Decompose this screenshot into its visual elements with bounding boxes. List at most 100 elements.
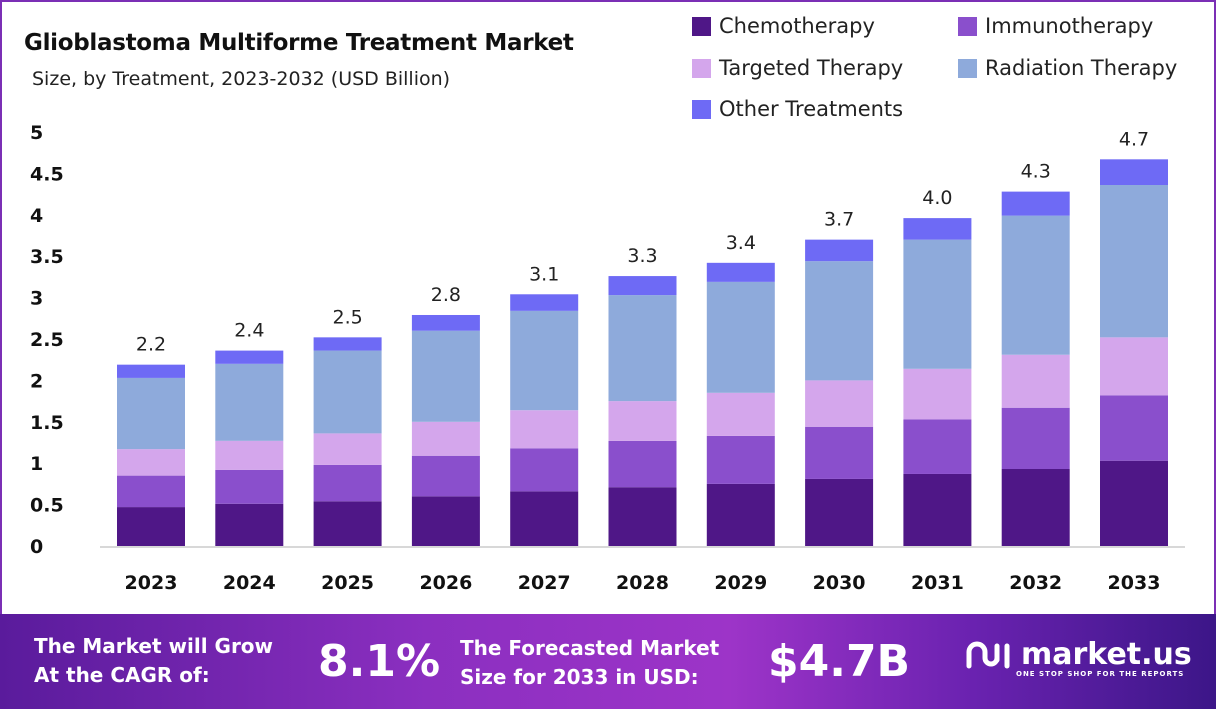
bar-segment-radiation-therapy bbox=[903, 239, 972, 369]
forecast-label-line2: Size for 2033 in USD: bbox=[460, 665, 699, 689]
cagr-label-line2: At the CAGR of: bbox=[34, 663, 210, 687]
bar-segment-targeted-therapy bbox=[608, 401, 677, 441]
bar-segment-other-treatments bbox=[1001, 191, 1070, 216]
legend-label: Chemotherapy bbox=[719, 14, 875, 38]
bar-segment-radiation-therapy bbox=[1001, 215, 1070, 355]
legend-item: Immunotherapy bbox=[958, 14, 1153, 38]
bar-segment-radiation-therapy bbox=[608, 295, 677, 402]
total-data-label: 2.2 bbox=[136, 334, 166, 356]
bar-segment-other-treatments bbox=[117, 364, 185, 378]
brand-name: market.us bbox=[1021, 637, 1192, 672]
bar-segment-chemotherapy bbox=[903, 473, 972, 546]
total-data-label: 4.7 bbox=[1119, 128, 1149, 150]
bar-segment-radiation-therapy bbox=[313, 350, 382, 434]
legend-item: Other Treatments bbox=[692, 97, 903, 121]
legend-label: Other Treatments bbox=[719, 97, 904, 121]
bar-segment-radiation-therapy bbox=[805, 261, 874, 381]
bar-segment-other-treatments bbox=[706, 262, 775, 282]
bar-segment-immunotherapy bbox=[313, 464, 382, 502]
bar-segment-other-treatments bbox=[510, 294, 579, 311]
bar-segment-immunotherapy bbox=[805, 426, 874, 479]
forecast-label: The Forecasted Market Size for 2033 in U… bbox=[460, 634, 719, 692]
x-tick-label: 2027 bbox=[518, 572, 571, 594]
bar-segment-radiation-therapy bbox=[117, 377, 185, 450]
bar-segment-immunotherapy bbox=[1100, 395, 1168, 461]
y-tick-label: 2.5 bbox=[30, 329, 64, 351]
x-tick-label: 2033 bbox=[1108, 572, 1161, 594]
bar-segment-targeted-therapy bbox=[313, 433, 382, 465]
bar-segment-immunotherapy bbox=[903, 419, 972, 474]
bar-segment-chemotherapy bbox=[313, 501, 382, 546]
bar-segment-chemotherapy bbox=[706, 483, 775, 546]
footer-banner: The Market will Grow At the CAGR of: 8.1… bbox=[0, 614, 1216, 709]
brand-logo: market.us bbox=[965, 638, 1192, 672]
x-tick-label: 2024 bbox=[223, 572, 276, 594]
bar-segment-other-treatments bbox=[903, 218, 972, 240]
bar-segment-targeted-therapy bbox=[1001, 354, 1070, 408]
bar-segment-other-treatments bbox=[608, 276, 677, 296]
chart-plot: 0 0.5 1 1.5 2 2.5 3 3.5 4 4.5 5 2.2 2023 2.4 2024 2.5 20… bbox=[30, 122, 1185, 594]
bar-segment-other-treatments bbox=[313, 337, 382, 351]
bar-segment-immunotherapy bbox=[706, 435, 775, 484]
total-data-label: 2.4 bbox=[234, 320, 264, 342]
x-tick-label: 2025 bbox=[321, 572, 374, 594]
legend-item: Radiation Therapy bbox=[958, 56, 1177, 80]
bar-segment-targeted-therapy bbox=[706, 392, 775, 436]
chart-subtitle: Size, by Treatment, 2023-2032 (USD Billi… bbox=[32, 68, 451, 90]
bar-segment-targeted-therapy bbox=[411, 421, 480, 456]
bar-segment-radiation-therapy bbox=[411, 330, 480, 422]
legend-swatch bbox=[692, 16, 711, 36]
legend-swatch bbox=[958, 16, 977, 36]
bar-segment-immunotherapy bbox=[510, 448, 579, 492]
total-data-label: 4.0 bbox=[922, 187, 952, 209]
bar-segment-immunotherapy bbox=[608, 440, 677, 488]
bar-segment-targeted-therapy bbox=[903, 368, 972, 420]
x-tick-label: 2030 bbox=[813, 572, 866, 594]
bar-segment-targeted-therapy bbox=[215, 440, 284, 470]
bar-segment-other-treatments bbox=[1100, 159, 1168, 185]
bar-segment-chemotherapy bbox=[608, 487, 677, 546]
bar-segment-immunotherapy bbox=[117, 475, 185, 508]
bar-segment-chemotherapy bbox=[805, 478, 874, 546]
legend-item: Targeted Therapy bbox=[692, 56, 903, 80]
x-tick-label: 2026 bbox=[419, 572, 472, 594]
total-data-label: 2.8 bbox=[431, 284, 461, 306]
y-tick-label: 4 bbox=[30, 205, 43, 227]
legend-swatch bbox=[958, 58, 977, 78]
total-data-label: 3.1 bbox=[529, 263, 559, 285]
legend-label: Radiation Therapy bbox=[985, 56, 1178, 80]
bar-segment-targeted-therapy bbox=[805, 380, 874, 427]
chart-frame bbox=[0, 0, 1216, 616]
y-tick-label: 0 bbox=[30, 536, 43, 558]
bar-segment-targeted-therapy bbox=[510, 410, 579, 449]
y-tick-label: 5 bbox=[30, 122, 43, 144]
y-tick-label: 1.5 bbox=[30, 412, 64, 434]
bar-segment-targeted-therapy bbox=[1100, 337, 1168, 396]
bar-segment-radiation-therapy bbox=[215, 363, 284, 441]
forecast-label-line1: The Forecasted Market bbox=[460, 636, 720, 660]
bar-segment-targeted-therapy bbox=[117, 449, 185, 476]
cagr-label-line1: The Market will Grow bbox=[34, 634, 274, 658]
legend-swatch bbox=[692, 99, 711, 119]
bar-segment-other-treatments bbox=[215, 350, 284, 364]
y-tick-label: 1 bbox=[30, 453, 43, 475]
forecast-value: $4.7B bbox=[768, 636, 911, 687]
total-data-label: 3.4 bbox=[726, 232, 756, 254]
bar-segment-immunotherapy bbox=[411, 455, 480, 497]
x-tick-label: 2031 bbox=[911, 572, 964, 594]
bar-segment-chemotherapy bbox=[1001, 468, 1070, 546]
bar-segment-radiation-therapy bbox=[510, 310, 579, 411]
x-tick-label: 2029 bbox=[714, 572, 767, 594]
bar-segment-chemotherapy bbox=[117, 507, 185, 546]
chart-title: Glioblastoma Multiforme Treatment Market bbox=[24, 30, 574, 56]
legend-label: Targeted Therapy bbox=[719, 56, 904, 80]
legend-item: Chemotherapy bbox=[692, 14, 875, 38]
y-tick-label: 0.5 bbox=[30, 495, 64, 517]
cagr-label: The Market will Grow At the CAGR of: bbox=[34, 632, 273, 690]
bar-segment-other-treatments bbox=[805, 239, 874, 262]
legend-label: Immunotherapy bbox=[985, 14, 1154, 38]
y-tick-label: 3 bbox=[30, 288, 43, 310]
cagr-value: 8.1% bbox=[318, 636, 441, 687]
bar-segment-radiation-therapy bbox=[1100, 184, 1168, 338]
brand-tagline: ONE STOP SHOP FOR THE REPORTS bbox=[1016, 670, 1185, 678]
